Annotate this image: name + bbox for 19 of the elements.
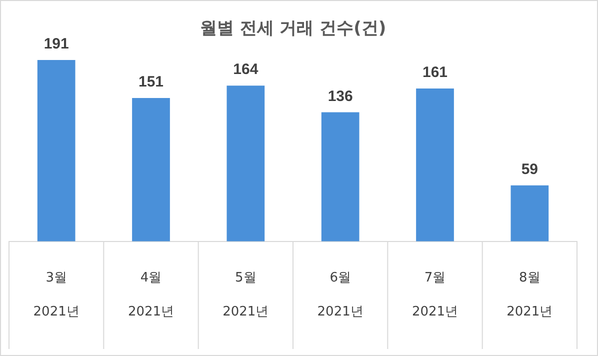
- category-label: 4월 2021년: [128, 270, 174, 320]
- data-label: 191: [44, 36, 69, 53]
- data-label: 161: [422, 64, 448, 82]
- category-label: 7월 2021년: [412, 270, 458, 320]
- bar: [510, 185, 549, 242]
- bar: [132, 98, 170, 242]
- bar: [321, 112, 360, 242]
- data-label: 59: [521, 160, 538, 178]
- bar: [416, 88, 454, 242]
- bar: [37, 60, 76, 242]
- category-label: 8월 2021년: [506, 270, 553, 320]
- data-label: 136: [328, 88, 353, 105]
- bar: [226, 86, 265, 242]
- category-label: 3월 2021년: [33, 270, 80, 320]
- category-label: 6월 2021년: [317, 270, 364, 320]
- category-label: 5월 2021년: [222, 270, 269, 320]
- data-label: 151: [138, 74, 164, 91]
- chart-title: 월별 전세 거래 건수(건): [200, 18, 386, 39]
- data-label: 164: [233, 61, 259, 78]
